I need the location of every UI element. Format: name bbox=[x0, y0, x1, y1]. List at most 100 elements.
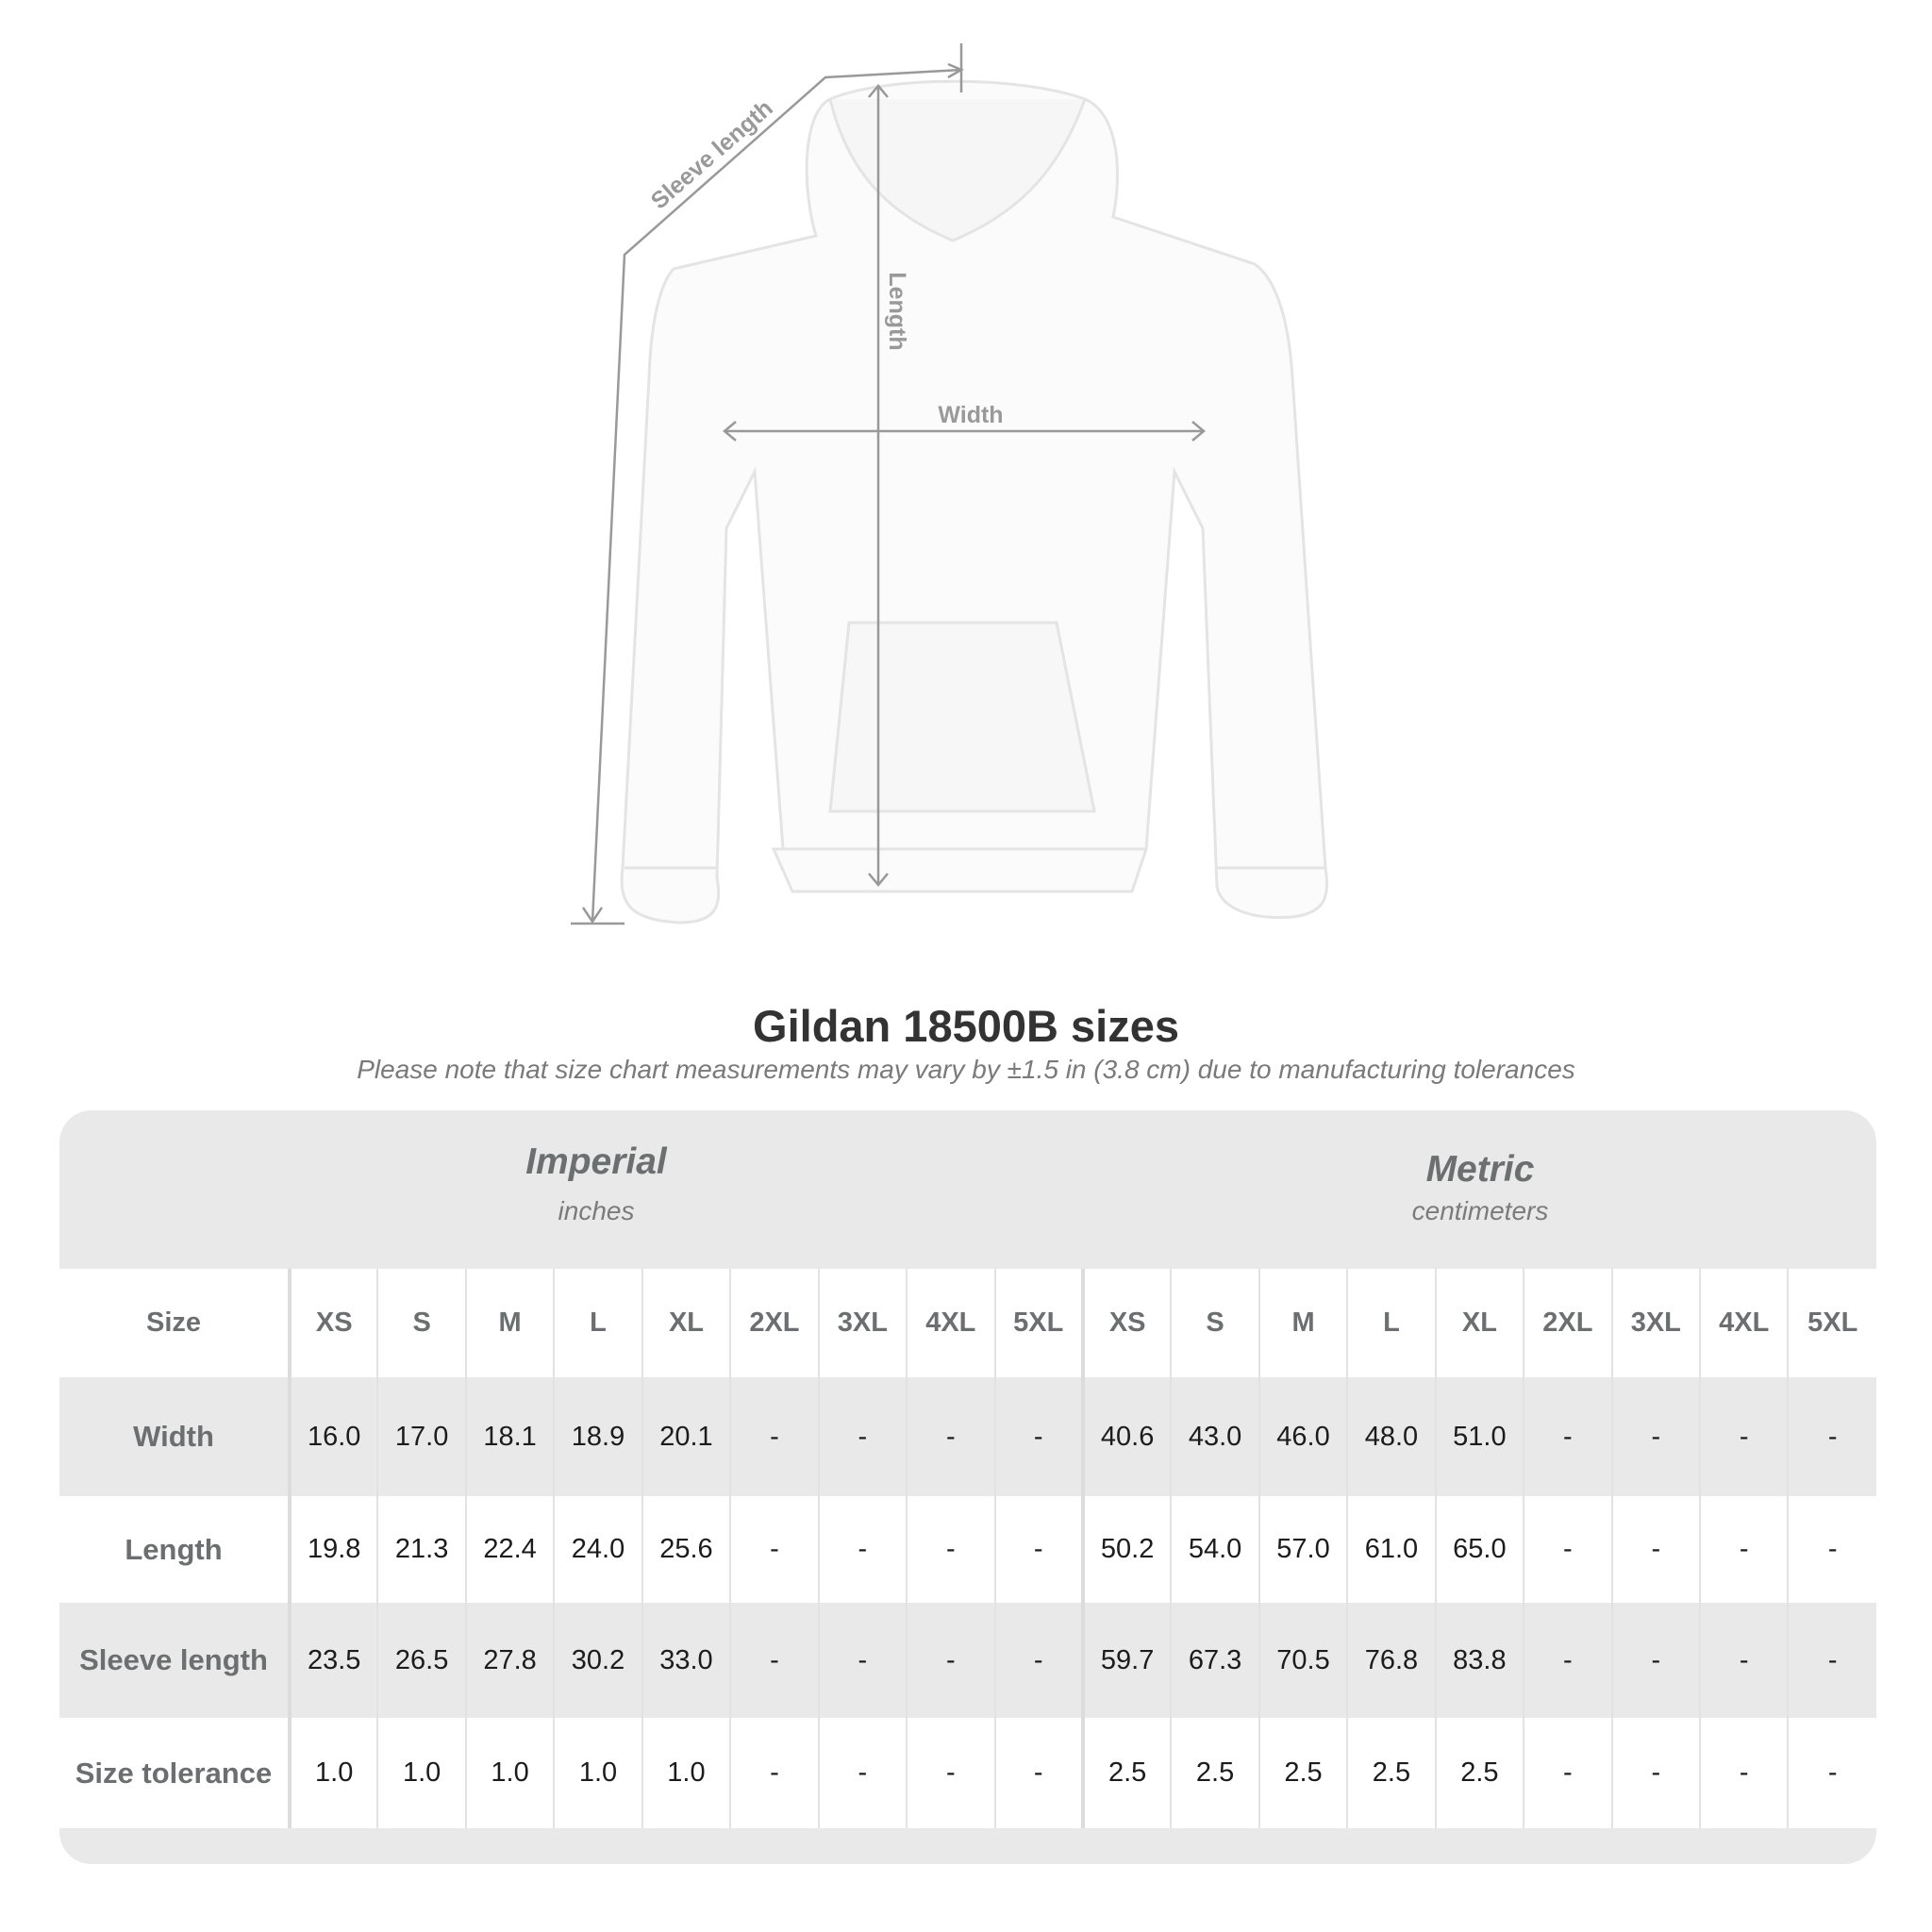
imperial-value-cell: 22.4 bbox=[464, 1496, 555, 1603]
imperial-value-cell: 1.0 bbox=[288, 1718, 378, 1828]
imperial-value-cell: - bbox=[817, 1377, 908, 1496]
page-title: Gildan 18500B sizes bbox=[753, 1001, 1179, 1051]
imperial-unit: inches bbox=[558, 1196, 635, 1225]
metric-value-cell: 51.0 bbox=[1434, 1377, 1524, 1496]
metric-value-cell: 2.5 bbox=[1257, 1718, 1348, 1828]
imperial-size-l: L bbox=[553, 1269, 642, 1377]
metric-value-cell: - bbox=[1787, 1603, 1876, 1718]
metric-value-cell: 59.7 bbox=[1080, 1603, 1172, 1718]
imperial-value-cell: - bbox=[906, 1377, 995, 1496]
row-label: Width bbox=[59, 1377, 291, 1496]
metric-value-cell: 61.0 bbox=[1346, 1496, 1436, 1603]
metric-value-cell: - bbox=[1698, 1603, 1789, 1718]
width-label: Width bbox=[938, 402, 1003, 428]
sleeve-length-label: Sleeve length bbox=[646, 95, 778, 215]
metric-value-cell: - bbox=[1523, 1718, 1612, 1828]
metric-value-cell: - bbox=[1787, 1718, 1876, 1828]
size-header-row: Size XS S M L XL 2XL 3XL 4XL 5XL XS S M L XL 2XL 3XL 4XL 5… bbox=[59, 1269, 1876, 1377]
imperial-value-cell: 1.0 bbox=[641, 1718, 731, 1828]
imperial-size-5xl: 5XL bbox=[993, 1269, 1083, 1377]
metric-value-cell: 48.0 bbox=[1346, 1377, 1436, 1496]
imperial-value-cell: 1.0 bbox=[376, 1718, 466, 1828]
table-row: Size tolerance 1.0 1.0 1.0 1.0 1.0- - - -2.5 2.5 2… bbox=[59, 1718, 1876, 1828]
imperial-value-cell: - bbox=[817, 1603, 908, 1718]
length-label: Length bbox=[884, 272, 910, 350]
imperial-value-cell: 21.3 bbox=[376, 1496, 466, 1603]
imperial-header: Imperial inches bbox=[290, 1141, 903, 1226]
metric-header: Metric centimeters bbox=[1084, 1149, 1876, 1226]
metric-value-cell: - bbox=[1610, 1603, 1700, 1718]
row-label: Length bbox=[59, 1496, 291, 1603]
metric-value-cell: - bbox=[1523, 1496, 1612, 1603]
metric-size-xl: XL bbox=[1434, 1269, 1524, 1377]
imperial-size-2xl: 2XL bbox=[729, 1269, 819, 1377]
imperial-value-cell: - bbox=[729, 1496, 819, 1603]
imperial-value-cell: - bbox=[993, 1718, 1083, 1828]
imperial-value-cell: 24.0 bbox=[553, 1496, 642, 1603]
metric-size-5xl: 5XL bbox=[1787, 1269, 1876, 1377]
metric-value-cell: - bbox=[1698, 1377, 1789, 1496]
imperial-value-cell: - bbox=[817, 1718, 908, 1828]
metric-value-cell: 40.6 bbox=[1080, 1377, 1172, 1496]
metric-value-cell: 2.5 bbox=[1080, 1718, 1172, 1828]
imperial-size-4xl: 4XL bbox=[906, 1269, 995, 1377]
imperial-value-cell: 25.6 bbox=[641, 1496, 731, 1603]
imperial-value-cell: - bbox=[993, 1603, 1083, 1718]
metric-value-cell: 57.0 bbox=[1257, 1496, 1348, 1603]
imperial-value-cell: 18.1 bbox=[464, 1377, 555, 1496]
metric-unit: centimeters bbox=[1411, 1196, 1549, 1225]
metric-value-cell: 67.3 bbox=[1170, 1603, 1259, 1718]
metric-value-cell: - bbox=[1787, 1377, 1876, 1496]
metric-size-xs: XS bbox=[1080, 1269, 1172, 1377]
imperial-value-cell: - bbox=[817, 1496, 908, 1603]
metric-value-cell: 2.5 bbox=[1346, 1718, 1436, 1828]
metric-size-3xl: 3XL bbox=[1610, 1269, 1700, 1377]
table-row: Length 19.8 21.3 22.4 24.0 25.6- - - -50.2 54.0 57… bbox=[59, 1496, 1876, 1603]
imperial-value-cell: - bbox=[906, 1718, 995, 1828]
metric-value-cell: - bbox=[1523, 1377, 1612, 1496]
metric-size-s: S bbox=[1170, 1269, 1259, 1377]
imperial-size-xs: XS bbox=[288, 1269, 378, 1377]
imperial-value-cell: 1.0 bbox=[553, 1718, 642, 1828]
metric-value-cell: - bbox=[1698, 1496, 1789, 1603]
metric-value-cell: 70.5 bbox=[1257, 1603, 1348, 1718]
tolerance-note: Please note that size chart measurements… bbox=[357, 1055, 1575, 1084]
metric-size-l: L bbox=[1346, 1269, 1436, 1377]
imperial-value-cell: - bbox=[906, 1496, 995, 1603]
metric-value-cell: - bbox=[1787, 1496, 1876, 1603]
metric-value-cell: 43.0 bbox=[1170, 1377, 1259, 1496]
metric-value-cell: - bbox=[1523, 1603, 1612, 1718]
measurement-lines bbox=[571, 43, 1206, 925]
imperial-value-cell: 27.8 bbox=[464, 1603, 555, 1718]
imperial-value-cell: - bbox=[993, 1377, 1083, 1496]
imperial-value-cell: 26.5 bbox=[376, 1603, 466, 1718]
hoodie-measurement-diagram: Sleeve length Length Width bbox=[571, 43, 1329, 925]
metric-value-cell: 76.8 bbox=[1346, 1603, 1436, 1718]
imperial-value-cell: 33.0 bbox=[641, 1603, 731, 1718]
metric-value-cell: 50.2 bbox=[1080, 1496, 1172, 1603]
metric-value-cell: 65.0 bbox=[1434, 1496, 1524, 1603]
imperial-heading: Imperial bbox=[525, 1141, 667, 1182]
metric-size-4xl: 4XL bbox=[1698, 1269, 1789, 1377]
imperial-value-cell: 19.8 bbox=[288, 1496, 378, 1603]
imperial-value-cell: 20.1 bbox=[641, 1377, 731, 1496]
metric-size-2xl: 2XL bbox=[1523, 1269, 1612, 1377]
imperial-size-s: S bbox=[376, 1269, 466, 1377]
imperial-value-cell: - bbox=[729, 1603, 819, 1718]
imperial-value-cell: 18.9 bbox=[553, 1377, 642, 1496]
imperial-value-cell: - bbox=[729, 1718, 819, 1828]
metric-value-cell: - bbox=[1610, 1718, 1700, 1828]
imperial-size-xl: XL bbox=[641, 1269, 731, 1377]
hoodie-illustration bbox=[620, 79, 1329, 924]
imperial-value-cell: - bbox=[906, 1603, 995, 1718]
table-row: Sleeve length 23.5 26.5 27.8 30.2 33.0- - - -59.… bbox=[59, 1603, 1876, 1718]
imperial-value-cell: 30.2 bbox=[553, 1603, 642, 1718]
metric-value-cell: 46.0 bbox=[1257, 1377, 1348, 1496]
metric-size-m: M bbox=[1257, 1269, 1348, 1377]
size-label: Size bbox=[59, 1269, 291, 1377]
size-table: Size XS S M L XL 2XL 3XL 4XL 5XL XS S M L XL 2XL 3XL 4XL 5… bbox=[59, 1269, 1876, 1828]
metric-value-cell: 2.5 bbox=[1170, 1718, 1259, 1828]
table-row: Width 16.0 17.0 18.1 18.9 20.1- - - -40.6 43.0 46.… bbox=[59, 1377, 1876, 1496]
row-label: Size tolerance bbox=[59, 1718, 291, 1828]
imperial-value-cell: - bbox=[993, 1496, 1083, 1603]
